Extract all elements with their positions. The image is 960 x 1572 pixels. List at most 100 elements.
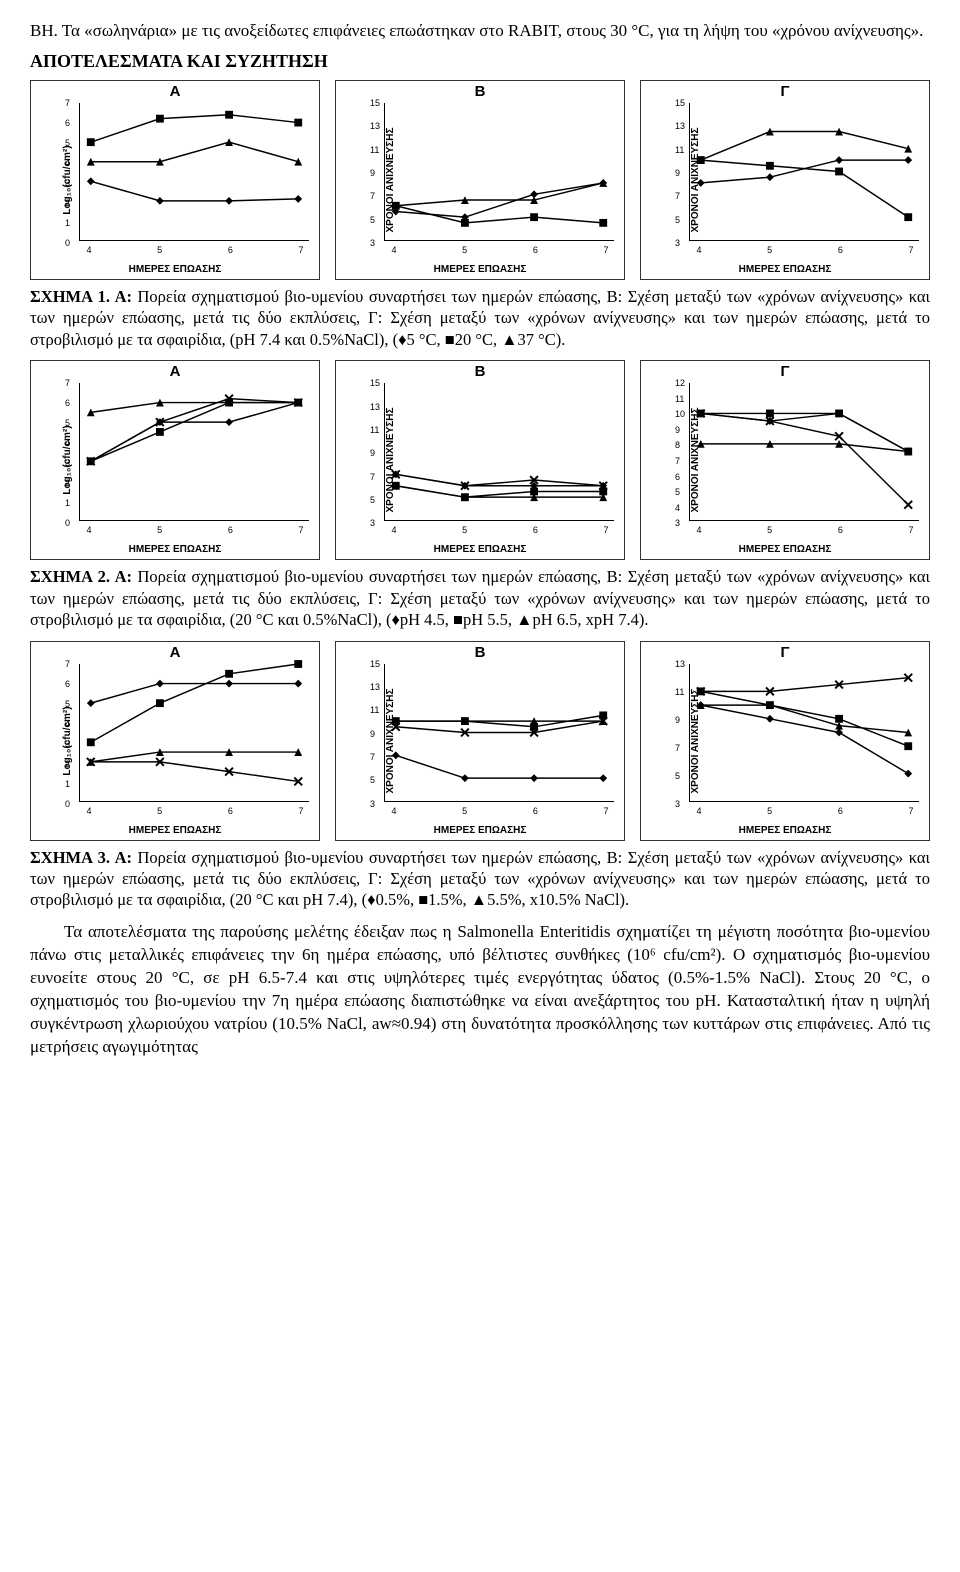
x-tick: 6 <box>533 525 538 535</box>
y-tick: 6 <box>65 679 70 689</box>
plot-svg <box>80 383 309 520</box>
y-tick: 4 <box>675 503 680 513</box>
chart-area <box>689 664 919 802</box>
y-tick: 9 <box>675 425 680 435</box>
fig1-panel-B: ΒΧΡΟΝΟΙ ΑΝΙΧΝΕΥΣΗΣΗΜΕΡΕΣ ΕΠΩΑΣΗΣ35791113… <box>335 80 625 280</box>
y-tick: 5 <box>370 775 375 785</box>
y-tick: 0 <box>65 238 70 248</box>
x-axis-label: ΗΜΕΡΕΣ ΕΠΩΑΣΗΣ <box>434 825 527 836</box>
plot-svg <box>80 664 309 801</box>
y-tick: 4 <box>65 158 70 168</box>
x-tick: 7 <box>908 525 913 535</box>
y-tick: 7 <box>370 191 375 201</box>
fig1-panel-C: ΓΧΡΟΝΟΙ ΑΝΙΧΝΕΥΣΗΣΗΜΕΡΕΣ ΕΠΩΑΣΗΣ35791113… <box>640 80 930 280</box>
plot-svg <box>385 383 614 520</box>
y-tick: 7 <box>65 98 70 108</box>
fig1-caption-body: Πορεία σχηματισμού βιο-υμενίου συναρτήσε… <box>30 287 930 349</box>
x-tick: 5 <box>157 245 162 255</box>
y-tick: 13 <box>370 121 380 131</box>
y-tick: 2 <box>65 478 70 488</box>
chart-area <box>79 103 309 241</box>
y-tick: 13 <box>370 682 380 692</box>
x-axis-label: ΗΜΕΡΕΣ ΕΠΩΑΣΗΣ <box>739 544 832 555</box>
chart-area <box>384 103 614 241</box>
chart-area <box>79 383 309 521</box>
y-tick: 5 <box>65 418 70 428</box>
y-tick: 0 <box>65 518 70 528</box>
x-tick: 4 <box>391 525 396 535</box>
x-tick: 5 <box>157 525 162 535</box>
panel-label: Β <box>475 363 486 380</box>
fig3-caption-lead: ΣΧΗΜΑ 3. Α: <box>30 848 132 867</box>
y-tick: 2 <box>65 759 70 769</box>
x-tick: 7 <box>603 525 608 535</box>
figure-3-row: ΑLog₁₀(cfu/cm²)ΗΜΕΡΕΣ ΕΠΩΑΣΗΣ01234567456… <box>30 641 930 841</box>
x-axis-label: ΗΜΕΡΕΣ ΕΠΩΑΣΗΣ <box>434 264 527 275</box>
y-tick: 3 <box>675 238 680 248</box>
x-axis-label: ΗΜΕΡΕΣ ΕΠΩΑΣΗΣ <box>739 825 832 836</box>
y-tick: 5 <box>675 487 680 497</box>
y-tick: 5 <box>370 495 375 505</box>
panel-label: Γ <box>780 83 789 100</box>
x-tick: 5 <box>462 525 467 535</box>
panel-label: Γ <box>780 363 789 380</box>
figure-1-row: ΑLog₁₀(cfu/cm²)ΗΜΕΡΕΣ ΕΠΩΑΣΗΣ01234567456… <box>30 80 930 280</box>
y-tick: 3 <box>370 799 375 809</box>
fig2-panel-C: ΓΧΡΟΝΟΙ ΑΝΙΧΝΕΥΣΗΣΗΜΕΡΕΣ ΕΠΩΑΣΗΣ34567891… <box>640 360 930 560</box>
y-tick: 11 <box>370 425 379 435</box>
x-axis-label: ΗΜΕΡΕΣ ΕΠΩΑΣΗΣ <box>739 264 832 275</box>
y-tick: 1 <box>65 218 70 228</box>
y-tick: 3 <box>370 238 375 248</box>
y-tick: 11 <box>370 705 379 715</box>
x-tick: 5 <box>462 245 467 255</box>
panel-label: Α <box>170 644 181 661</box>
x-tick: 6 <box>228 525 233 535</box>
fig2-caption-lead: ΣΧΗΜΑ 2. Α: <box>30 567 132 586</box>
y-tick: 0 <box>65 799 70 809</box>
panel-label: Β <box>475 644 486 661</box>
x-tick: 4 <box>391 245 396 255</box>
plot-svg <box>385 664 614 801</box>
x-tick: 7 <box>603 806 608 816</box>
y-tick: 6 <box>65 398 70 408</box>
x-tick: 4 <box>86 806 91 816</box>
y-tick: 4 <box>65 719 70 729</box>
figure-2-row: ΑLog₁₀(cfu/cm²)ΗΜΕΡΕΣ ΕΠΩΑΣΗΣ01234567456… <box>30 360 930 560</box>
y-tick: 15 <box>675 98 685 108</box>
y-tick: 9 <box>370 168 375 178</box>
x-tick: 4 <box>86 245 91 255</box>
y-tick: 11 <box>370 145 379 155</box>
x-tick: 4 <box>86 525 91 535</box>
x-tick: 4 <box>696 245 701 255</box>
x-tick: 7 <box>908 806 913 816</box>
x-tick: 6 <box>533 245 538 255</box>
plot-svg <box>80 103 309 240</box>
y-tick: 11 <box>675 687 684 697</box>
panel-label: Β <box>475 83 486 100</box>
x-axis-label: ΗΜΕΡΕΣ ΕΠΩΑΣΗΣ <box>434 544 527 555</box>
y-tick: 9 <box>675 168 680 178</box>
x-tick: 7 <box>603 245 608 255</box>
x-tick: 7 <box>298 806 303 816</box>
fig2-panel-B: ΒΧΡΟΝΟΙ ΑΝΙΧΝΕΥΣΗΣΗΜΕΡΕΣ ΕΠΩΑΣΗΣ35791113… <box>335 360 625 560</box>
y-tick: 9 <box>370 729 375 739</box>
y-tick: 5 <box>675 771 680 781</box>
y-tick: 5 <box>675 215 680 225</box>
y-tick: 13 <box>370 402 380 412</box>
y-tick: 3 <box>65 458 70 468</box>
fig3-caption: ΣΧΗΜΑ 3. Α: Πορεία σχηματισμού βιο-υμενί… <box>30 847 930 911</box>
x-tick: 6 <box>838 245 843 255</box>
y-tick: 13 <box>675 121 685 131</box>
y-tick: 12 <box>675 378 685 388</box>
fig2-caption: ΣΧΗΜΑ 2. Α: Πορεία σχηματισμού βιο-υμενί… <box>30 566 930 630</box>
chart-area <box>79 664 309 802</box>
y-tick: 1 <box>65 498 70 508</box>
y-tick: 9 <box>370 448 375 458</box>
panel-label: Γ <box>780 644 789 661</box>
fig3-panel-B: ΒΧΡΟΝΟΙ ΑΝΙΧΝΕΥΣΗΣΗΜΕΡΕΣ ΕΠΩΑΣΗΣ35791113… <box>335 641 625 841</box>
y-tick: 5 <box>65 138 70 148</box>
x-tick: 5 <box>767 245 772 255</box>
x-tick: 6 <box>228 806 233 816</box>
x-tick: 4 <box>391 806 396 816</box>
x-tick: 4 <box>696 806 701 816</box>
